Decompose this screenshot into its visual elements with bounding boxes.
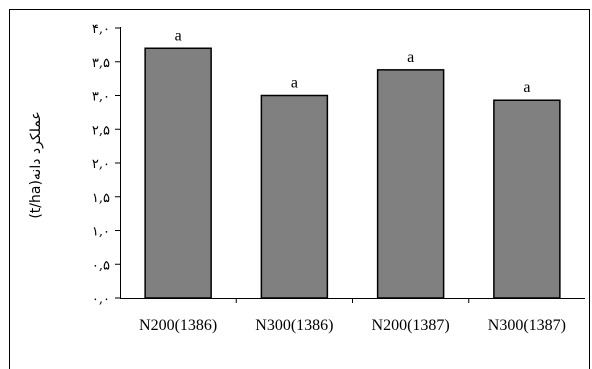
y-tick-label: ۴,۰ (92, 22, 110, 37)
data-label: a (291, 75, 298, 92)
bar (493, 99, 561, 299)
y-tick-label: ۰,۰ (92, 292, 110, 307)
x-tick-label: N300(1386) (255, 317, 333, 334)
y-axis-label: عملکرد دانه(t/ha) (28, 111, 44, 218)
y-tick-label: ۲,۵ (92, 123, 110, 138)
bar (144, 47, 212, 299)
bar-group: a a a a (144, 27, 561, 299)
y-tick-label: ۱,۰ (92, 225, 110, 240)
bar (260, 94, 329, 299)
y-tick-label: ۳,۵ (92, 56, 110, 71)
y-tick-label: ۰,۵ (92, 258, 110, 273)
x-tick-label: N200(1386) (139, 317, 217, 334)
data-label: a (523, 79, 530, 96)
y-tick-label: ۱,۵ (92, 191, 110, 206)
data-label: a (407, 49, 414, 66)
chart-frame (9, 9, 590, 369)
data-label: a (175, 27, 182, 44)
y-tick-group: ۰,۰ ۰,۵ ۱,۰ ۱,۵ ۲,۰ ۲,۵ ۳,۰ ۳,۵ ۴,۰ (92, 22, 120, 307)
y-tick-label: ۳,۰ (92, 90, 110, 105)
x-tick-group: N200(1386) N300(1386) N200(1387) N300(1387) (139, 298, 566, 334)
bar (376, 69, 445, 299)
x-tick-label: N300(1387) (488, 317, 566, 334)
x-tick-label: N200(1387) (372, 317, 450, 334)
y-tick-label: ۲,۰ (92, 157, 110, 172)
